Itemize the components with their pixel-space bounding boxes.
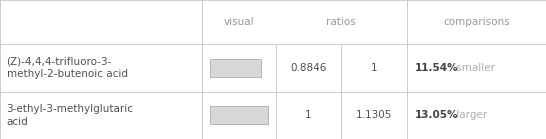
Text: 3-ethyl-3-methylglutaric
acid: 3-ethyl-3-methylglutaric acid [7, 104, 134, 127]
Bar [210, 106, 268, 124]
Text: visual: visual [223, 17, 254, 27]
Text: 1.1305: 1.1305 [356, 110, 392, 120]
Text: ratios: ratios [327, 17, 356, 27]
Text: 1: 1 [371, 63, 377, 73]
Text: 13.05%: 13.05% [415, 110, 459, 120]
Text: 1: 1 [305, 110, 312, 120]
Text: 11.54%: 11.54% [415, 63, 459, 73]
Text: comparisons: comparisons [443, 17, 510, 27]
Text: 0.8846: 0.8846 [290, 63, 327, 73]
Text: (Z)-4,4,4-trifluoro-3-
methyl-2-butenoic acid: (Z)-4,4,4-trifluoro-3- methyl-2-butenoic… [7, 57, 128, 79]
Text: smaller: smaller [453, 63, 495, 73]
Bar [210, 59, 261, 77]
Text: larger: larger [453, 110, 487, 120]
